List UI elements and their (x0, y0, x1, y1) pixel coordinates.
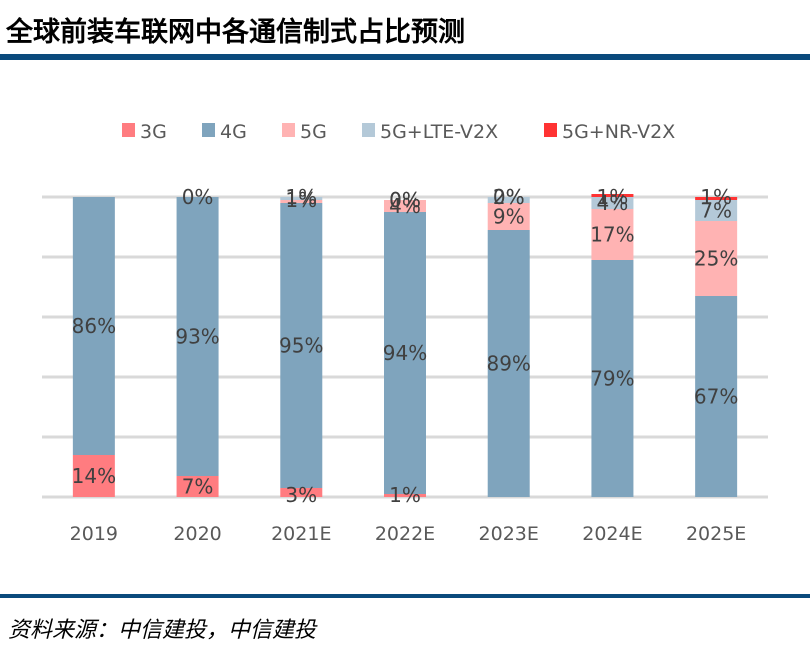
data-label: 94% (383, 341, 427, 365)
legend-item-5g-lte-v2x: 5G+LTE-V2X (362, 121, 498, 143)
bar-segment-5g-2021e (280, 200, 323, 203)
data-label: 7% (700, 199, 732, 223)
x-tick-label: 2024E (582, 523, 642, 545)
legend-item-5g: 5G (282, 121, 327, 143)
bar-segment-5g-2024e (591, 209, 634, 260)
data-label: 25% (694, 247, 738, 271)
data-label: 89% (486, 352, 530, 376)
bar-segment-4g-2019 (72, 197, 115, 455)
data-label: 3% (285, 483, 317, 507)
source-note: 资料来源：中信建投，中信建投 (8, 618, 317, 643)
bar-segment-5g-lte-v2x-2024e (591, 197, 634, 209)
bar-segment-5g-lte-v2x-2021e (280, 197, 323, 200)
bar-segment-4g-2025e (695, 296, 738, 497)
footer-divider (0, 594, 810, 598)
bar-segment-3g-2021e (280, 488, 323, 497)
data-label: 9% (493, 205, 525, 229)
data-label: 93% (175, 325, 219, 349)
legend-swatch (122, 123, 135, 137)
bars (72, 194, 738, 497)
data-label: 17% (590, 223, 634, 247)
x-tick-label: 2025E (686, 523, 746, 545)
legend-swatch (362, 123, 375, 137)
data-label: 95% (279, 334, 323, 358)
legend-label: 5G (300, 121, 327, 143)
data-label: 1% (285, 185, 317, 209)
x-tick-label: 2020 (173, 523, 221, 545)
bar-segment-4g-2022e (384, 212, 426, 494)
data-label: 0% (493, 185, 525, 209)
legend: 3G 4G 5G 5G+LTE-V2X 5G+NR-V2X (122, 121, 675, 143)
bar-segment-5g-lte-v2x-2023e (487, 197, 530, 203)
legend-swatch (544, 123, 557, 137)
data-label: 1% (389, 483, 421, 507)
x-axis-ticks: 2019 2020 2021E 2022E 2023E 2024E 2025E (70, 523, 747, 545)
stacked-bar-chart: 3G 4G 5G 5G+LTE-V2X 5G+NR-V2X 14% 86% 7% 93% 0% 3… (42, 121, 768, 545)
bar-segment-3g-2020 (176, 476, 219, 497)
legend-item-4g: 4G (202, 121, 247, 143)
bar-segment-5g-nr-v2x-2025e (695, 197, 738, 200)
legend-swatch (282, 123, 295, 137)
data-label: 2% (493, 185, 525, 209)
bar-segment-3g-2022e (384, 494, 426, 497)
x-tick-label: 2019 (70, 523, 118, 545)
legend-label: 5G+NR-V2X (562, 121, 675, 143)
data-labels: 14%86%7%93%0%3%95%1%1%1%94%4%0%0%89%9%2%… (72, 185, 739, 507)
legend-label: 4G (220, 121, 247, 143)
legend-item-5g-nr-v2x: 5G+NR-V2X (544, 121, 675, 143)
x-tick-label: 2021E (271, 523, 331, 545)
legend-label: 5G+LTE-V2X (380, 121, 498, 143)
data-label: 14% (72, 464, 116, 488)
data-label: 79% (590, 367, 634, 391)
title-divider (0, 54, 810, 60)
bar-segment-3g-2019 (72, 455, 115, 497)
legend-swatch (202, 123, 215, 137)
page-title: 全球前装车联网中各通信制式占比预测 (6, 17, 465, 48)
data-label: 1% (285, 188, 317, 212)
x-tick-label: 2022E (375, 523, 435, 545)
x-tick-label: 2023E (479, 523, 539, 545)
data-label: 0% (389, 188, 421, 212)
data-label: 4% (389, 194, 421, 218)
bar-segment-5g-2022e (384, 200, 426, 212)
bar-segment-5g-lte-v2x-2025e (695, 200, 738, 221)
data-label: 7% (182, 475, 214, 499)
bar-segment-4g-2024e (591, 260, 634, 497)
bar-segment-5g-2023e (487, 203, 530, 230)
legend-label: 3G (140, 121, 167, 143)
bar-segment-4g-2023e (487, 230, 530, 497)
data-label: 0% (389, 188, 421, 212)
data-label: 1% (597, 185, 629, 209)
legend-item-3g: 3G (122, 121, 167, 143)
bar-segment-5g-nr-v2x-2024e (591, 194, 634, 197)
bar-segment-4g-2020 (176, 197, 219, 476)
data-label: 0% (182, 185, 214, 209)
bar-segment-5g-2025e (695, 221, 738, 296)
data-label: 86% (72, 314, 116, 338)
data-label: 1% (700, 185, 732, 209)
bar-segment-4g-2021e (280, 203, 323, 488)
data-label: 67% (694, 385, 738, 409)
data-label: 4% (597, 191, 629, 215)
